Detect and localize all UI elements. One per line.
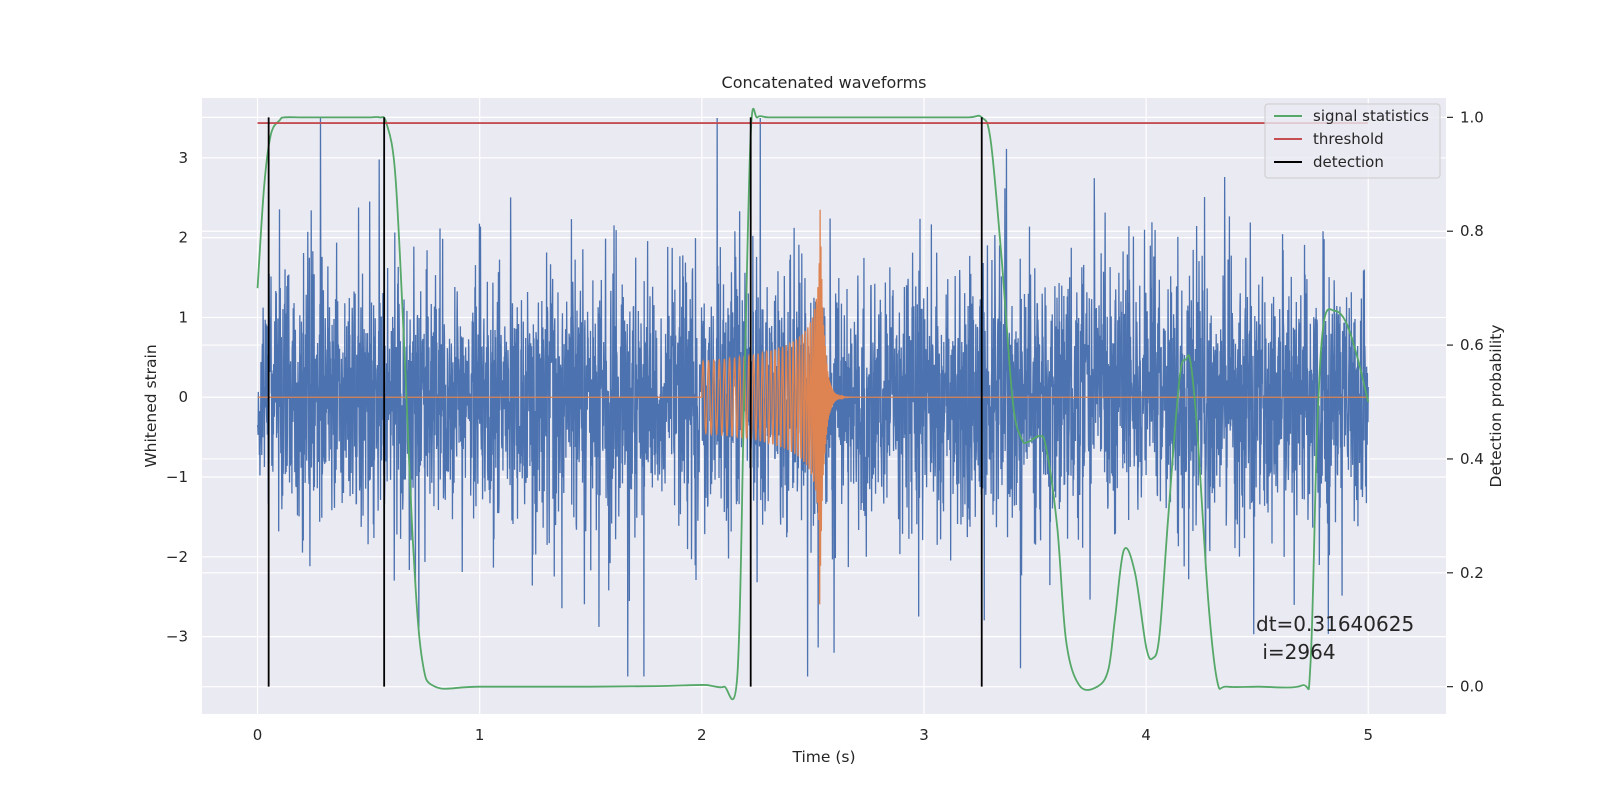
y-left-tick-label: −2	[166, 548, 188, 566]
y-right-tick-label: 0.0	[1460, 678, 1484, 696]
x-tick-label: 3	[919, 726, 929, 744]
y-right-tick-label: 0.2	[1460, 564, 1484, 582]
x-tick-label: 0	[253, 726, 263, 744]
legend: signal statistics threshold detection	[1264, 103, 1441, 179]
y-axis-label-right: Detection probability	[1487, 325, 1505, 488]
y-left-tick-label: −3	[166, 628, 188, 646]
x-tick-label: 1	[475, 726, 485, 744]
legend-label-detection: detection	[1313, 153, 1384, 171]
legend-box	[1264, 103, 1441, 179]
legend-label-threshold: threshold	[1313, 130, 1384, 148]
x-tick-label: 2	[697, 726, 707, 744]
x-axis-label: Time (s)	[791, 748, 855, 766]
x-tick-label: 4	[1141, 726, 1151, 744]
x-tick-label: 5	[1363, 726, 1373, 744]
y-right-tick-label: 0.6	[1460, 336, 1484, 354]
series-line-signal-statistics	[256, 107, 1370, 701]
chart-title: Concatenated waveforms	[722, 73, 927, 92]
series-line-injected-waveform	[257, 209, 1369, 605]
annotation-index: i=2964	[1256, 640, 1336, 664]
y-left-tick-label: 2	[178, 229, 188, 247]
y-left-tick-label: −1	[166, 468, 188, 486]
annotation-dt: dt=0.31640625	[1256, 612, 1414, 636]
y-right-tick-label: 0.8	[1460, 222, 1484, 240]
y-right-tick-label: 0.4	[1460, 450, 1484, 468]
y-left-tick-label: 0	[178, 388, 188, 406]
y-right-tick-label: 1.0	[1460, 108, 1484, 126]
axes: 0 1 2 3 4 5 −3 −2 −1 0 1 2 3 0.0 0.2 0.4 0.6 0.8 1.0	[166, 108, 1484, 744]
y-axis-label-left: Whitened strain	[142, 344, 160, 467]
y-left-tick-label: 3	[178, 149, 188, 167]
legend-label-signal-statistics: signal statistics	[1313, 107, 1429, 125]
data-layer	[256, 107, 1370, 701]
y-left-tick-label: 1	[178, 308, 188, 326]
